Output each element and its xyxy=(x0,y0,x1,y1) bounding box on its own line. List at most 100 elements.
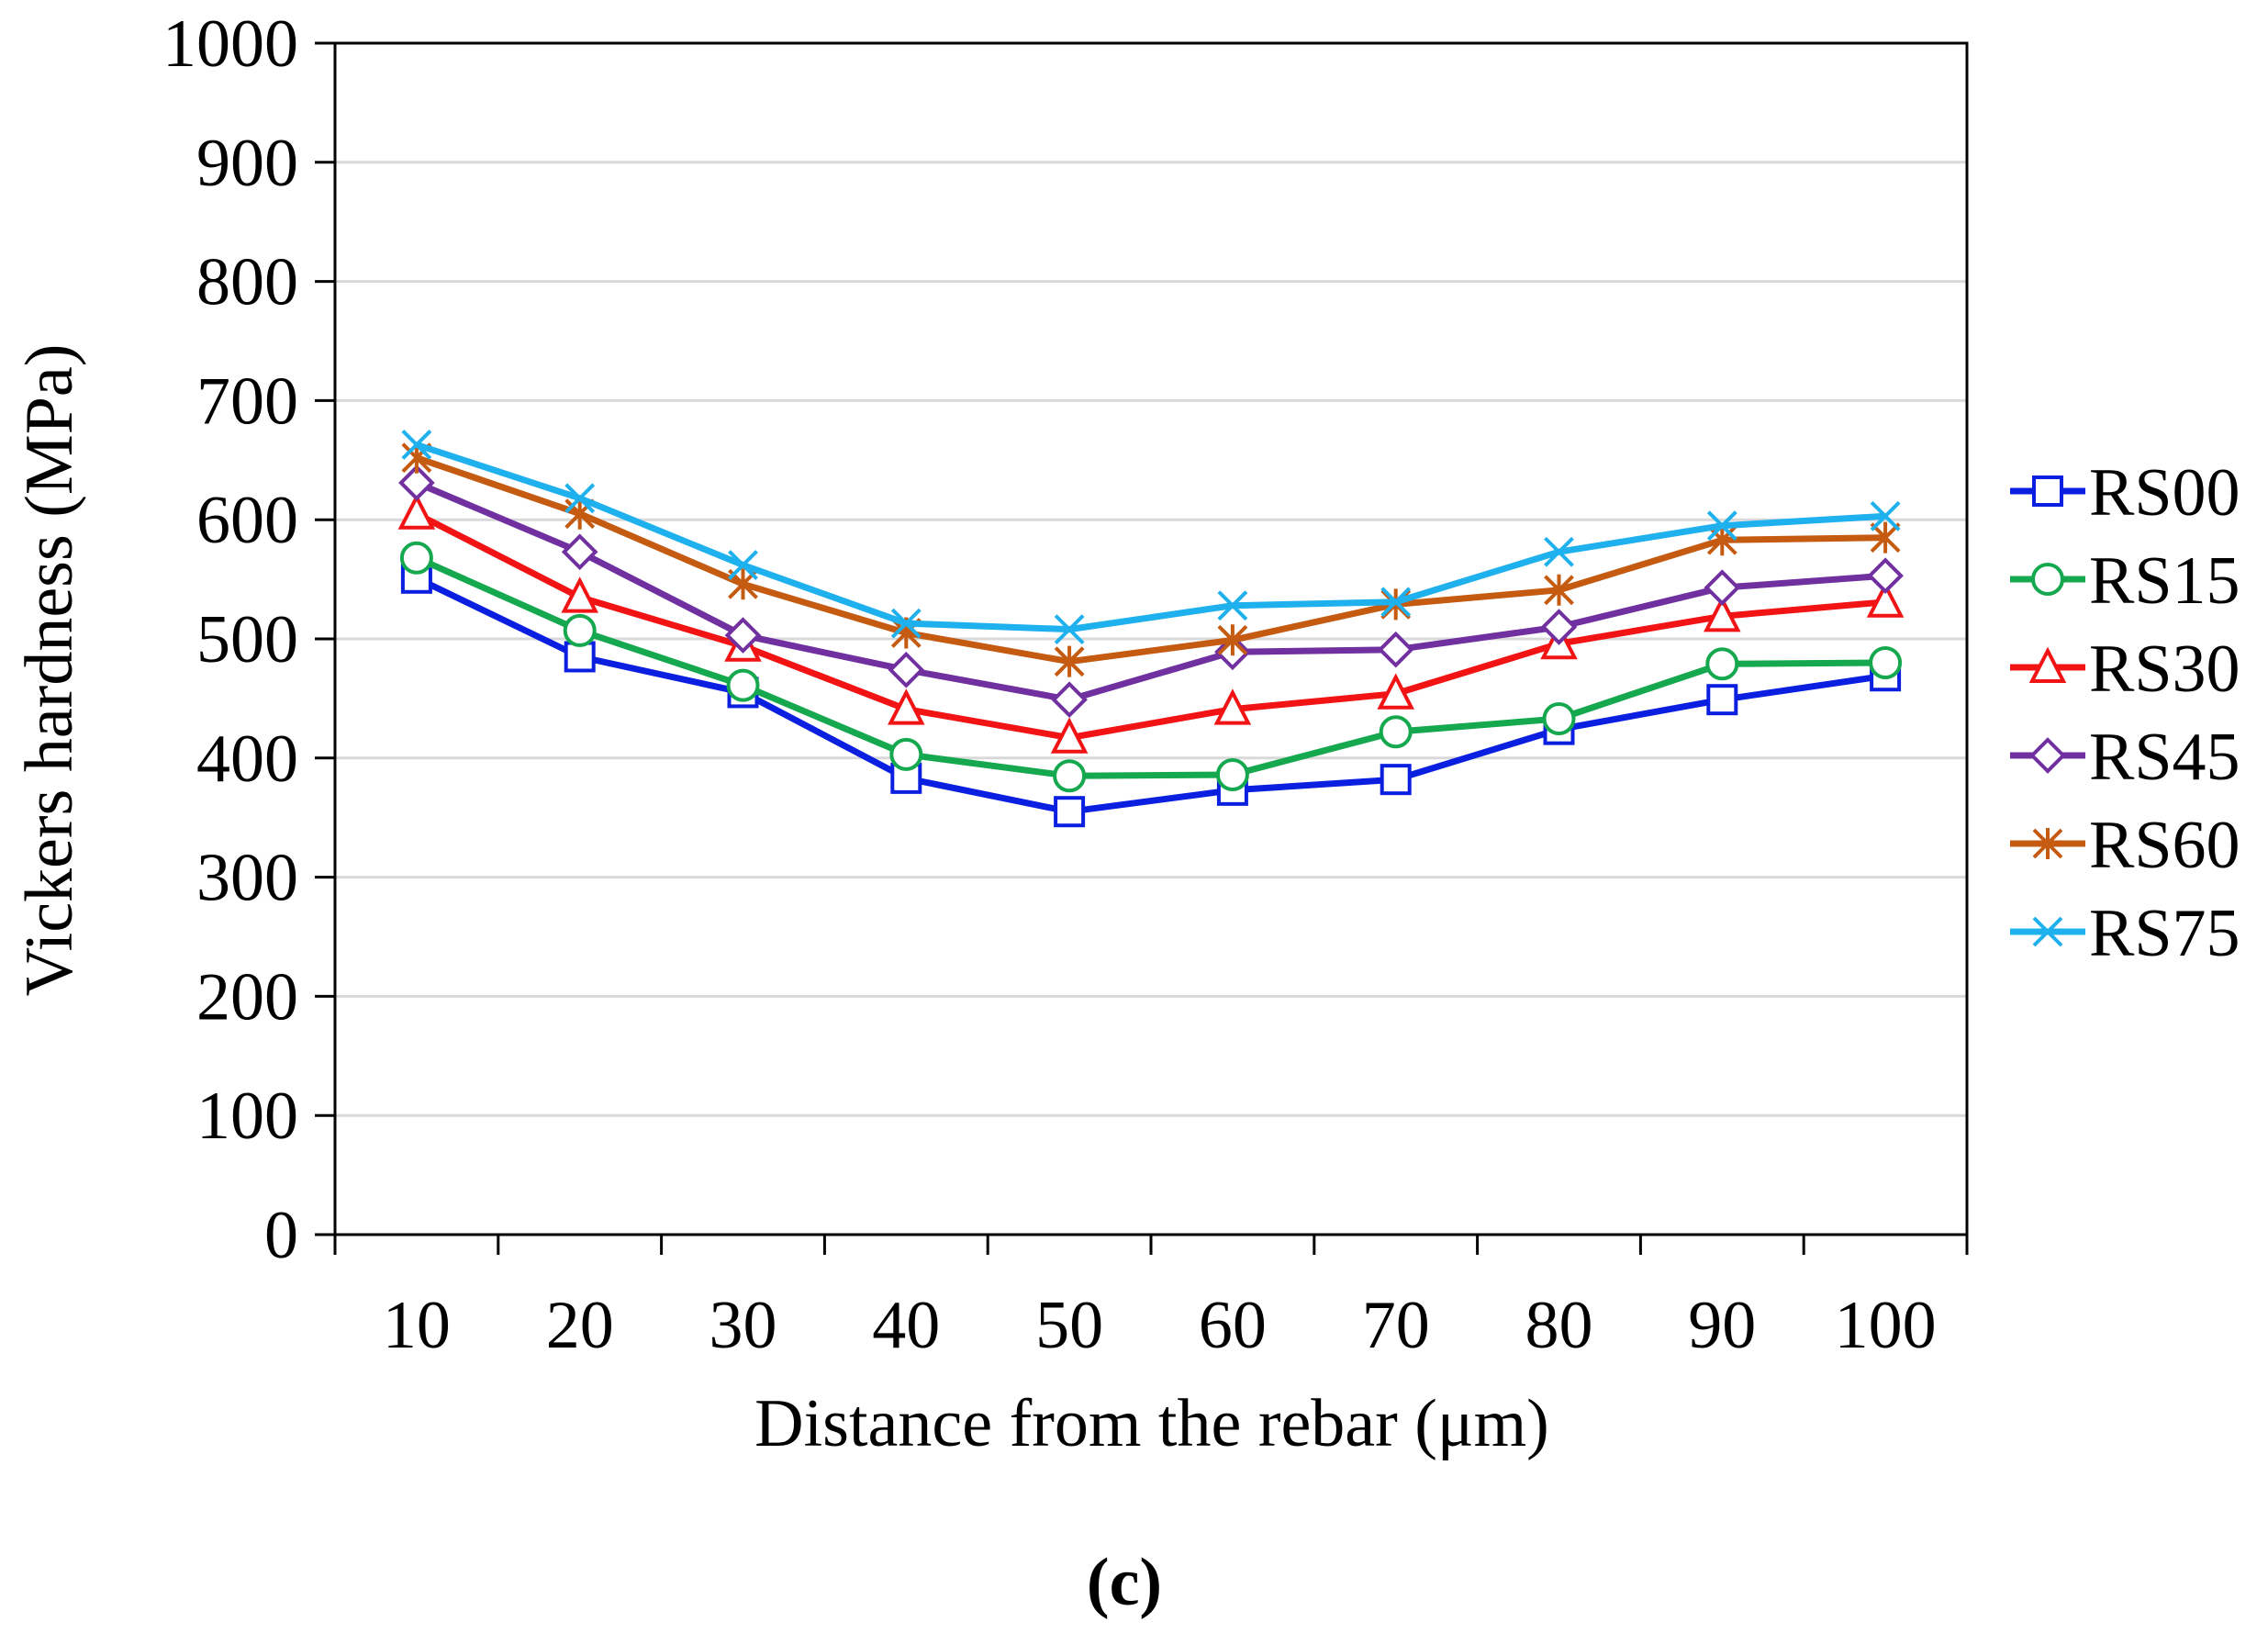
x-tick-label: 50 xyxy=(1035,1288,1103,1363)
series-rs75 xyxy=(401,430,1901,645)
legend-label: RS60 xyxy=(2089,808,2240,883)
y-tick-label: 1000 xyxy=(162,6,298,82)
x-tick-label: 100 xyxy=(1835,1288,1937,1363)
data-point-marker xyxy=(2032,475,2063,507)
data-point-marker xyxy=(1544,536,1574,567)
data-point-marker xyxy=(1377,673,1414,710)
data-point-marker xyxy=(1054,645,1085,677)
y-tick-label: 800 xyxy=(196,245,298,320)
legend-label: RS30 xyxy=(2089,632,2240,707)
x-tick-label: 10 xyxy=(383,1288,451,1363)
series-rs15 xyxy=(399,541,1903,793)
data-point-marker xyxy=(728,550,758,580)
data-point-marker xyxy=(1870,500,1901,531)
data-point-marker xyxy=(726,668,760,702)
data-point-marker xyxy=(2029,737,2066,774)
y-tick-label: 200 xyxy=(196,959,298,1035)
x-tick-label: 80 xyxy=(1525,1288,1593,1363)
data-point-marker xyxy=(561,576,598,613)
legend-item-rs30: RS30 xyxy=(2010,632,2240,707)
y-axis-title: Vickers hardness (MPa) xyxy=(12,344,87,997)
x-axis-title: Distance from the rebar (μm) xyxy=(754,1386,1549,1461)
data-point-marker xyxy=(1054,614,1085,645)
y-tick-label: 100 xyxy=(196,1079,298,1154)
figure-caption: (c) xyxy=(1087,1545,1162,1620)
legend-label: RS15 xyxy=(2089,543,2240,619)
series-line xyxy=(415,510,1886,742)
data-point-marker xyxy=(1054,796,1086,828)
data-point-marker xyxy=(888,688,925,725)
x-tick-label: 30 xyxy=(709,1288,777,1363)
y-tick-label: 900 xyxy=(196,126,298,201)
data-point-marker xyxy=(1377,631,1414,668)
legend-item-rs45: RS45 xyxy=(2010,720,2240,795)
data-point-marker xyxy=(1706,510,1737,542)
data-point-marker xyxy=(561,533,598,571)
series-rs30 xyxy=(397,493,1905,754)
data-point-marker xyxy=(2032,916,2063,947)
y-tick-label: 400 xyxy=(196,721,298,797)
data-point-marker xyxy=(1706,524,1737,556)
data-point-marker xyxy=(1870,521,1901,554)
series-line xyxy=(415,554,1886,779)
series-line xyxy=(415,479,1886,703)
data-point-marker xyxy=(1217,624,1248,656)
legend: RS00 RS15 RS30 RS45 RS60 RS75 xyxy=(2010,455,2240,971)
data-point-marker xyxy=(1213,688,1252,725)
legend-label: RS45 xyxy=(2089,720,2240,795)
data-point-marker xyxy=(564,641,596,673)
data-point-marker xyxy=(1544,574,1574,606)
data-point-marker xyxy=(724,617,762,654)
y-axis-ticks: 0 100 200 300 400 500 600 700 800 900 1000 xyxy=(162,6,335,1273)
data-point-marker xyxy=(1540,609,1578,645)
series-rs45 xyxy=(398,464,1904,719)
legend-label: RS00 xyxy=(2089,455,2240,531)
data-point-marker xyxy=(1867,557,1904,595)
y-tick-label: 300 xyxy=(196,841,298,916)
y-tick-label: 600 xyxy=(196,483,298,558)
x-tick-label: 20 xyxy=(546,1288,614,1363)
data-point-marker xyxy=(2028,646,2067,683)
y-tick-label: 0 xyxy=(264,1198,298,1273)
data-point-marker xyxy=(1705,647,1739,681)
y-tick-label: 500 xyxy=(196,602,298,677)
gridlines xyxy=(335,161,1967,1117)
y-tick-label: 700 xyxy=(196,364,298,439)
data-point-marker xyxy=(1217,590,1248,621)
data-point-marker xyxy=(1050,717,1089,754)
data-point-marker xyxy=(1053,759,1087,793)
data-point-marker xyxy=(1379,715,1413,749)
data-point-marker xyxy=(399,541,433,575)
legend-item-rs75: RS75 xyxy=(2010,896,2240,971)
series-rs60 xyxy=(401,442,1901,677)
data-point-marker xyxy=(397,493,436,530)
series-line xyxy=(415,442,1886,633)
x-tick-label: 60 xyxy=(1199,1288,1267,1363)
data-point-marker xyxy=(890,608,922,639)
x-axis-ticks: 10 20 30 40 50 60 70 80 90 100 xyxy=(333,1235,1969,1363)
data-point-marker xyxy=(1704,595,1741,632)
series-line xyxy=(415,454,1886,666)
data-point-marker xyxy=(2031,563,2064,596)
data-point-marker xyxy=(2032,828,2063,859)
data-point-marker xyxy=(563,613,597,647)
data-point-marker xyxy=(1542,701,1576,735)
x-tick-label: 40 xyxy=(872,1288,940,1363)
data-point-marker xyxy=(1866,581,1905,618)
data-point-marker xyxy=(1380,587,1412,618)
data-point-marker xyxy=(1051,681,1088,719)
x-tick-label: 70 xyxy=(1362,1288,1430,1363)
legend-label: RS75 xyxy=(2089,896,2240,971)
legend-item-rs15: RS15 xyxy=(2010,543,2240,619)
series-group xyxy=(397,430,1905,828)
data-point-marker xyxy=(889,737,923,771)
data-point-marker xyxy=(1380,764,1412,796)
legend-item-rs00: RS00 xyxy=(2010,455,2240,531)
data-point-marker xyxy=(888,651,925,688)
data-point-marker xyxy=(1706,684,1738,716)
data-point-marker xyxy=(398,464,435,501)
x-tick-label: 90 xyxy=(1688,1288,1756,1363)
data-point-marker xyxy=(1215,757,1249,791)
data-point-marker xyxy=(1869,645,1903,679)
